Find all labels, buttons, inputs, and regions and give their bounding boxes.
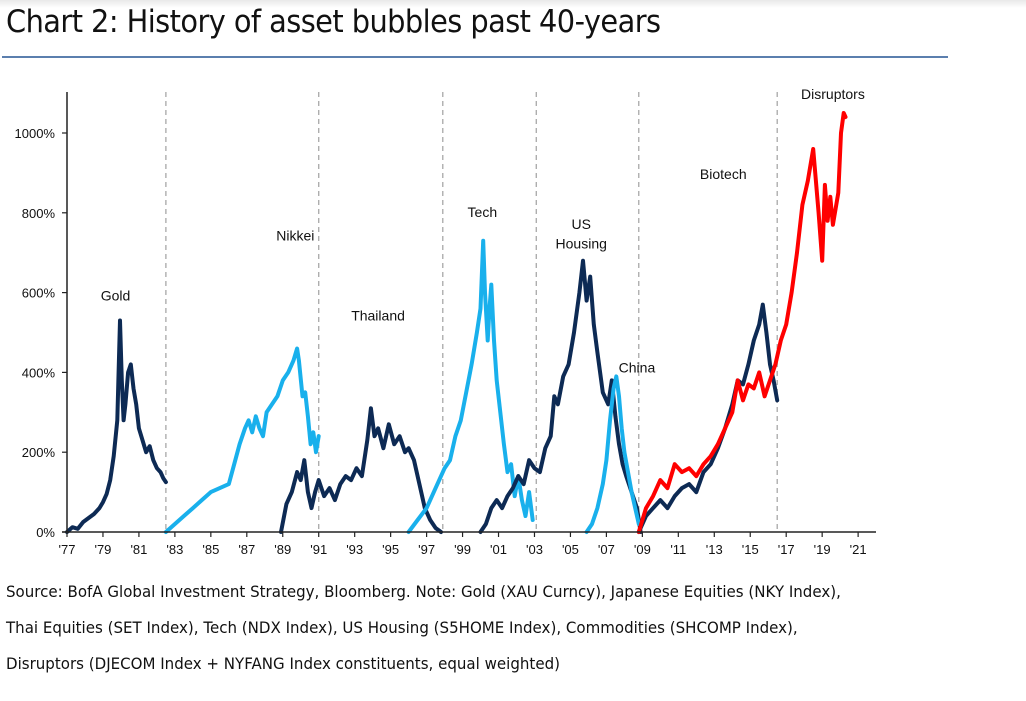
annotations: Gold Nikkei Thailand Tech US Housing China Biot… — [101, 86, 865, 375]
x-tick-label: '81 — [130, 542, 147, 557]
y-ticks: 0% 200% 400% 600% 800% 1000% — [15, 126, 67, 540]
series-china — [584, 374, 641, 534]
y-tick-label: 800% — [22, 206, 56, 221]
annotation-nikkei: Nikkei — [276, 228, 314, 244]
x-tick-label: '77 — [59, 542, 76, 557]
annotation-china: China — [619, 359, 656, 375]
x-tick-label: '17 — [778, 542, 795, 557]
x-tick-label: '21 — [850, 542, 867, 557]
x-tick-label: '19 — [814, 542, 831, 557]
series-gold — [65, 318, 168, 534]
annotation-gold: Gold — [101, 288, 131, 304]
chart: 0%200%400%600%800%1000% '77'79'81'83'85 '… — [15, 86, 876, 557]
series-us-housing — [478, 258, 643, 534]
annotation-tech: Tech — [468, 204, 498, 220]
x-tick-label: '83 — [166, 542, 183, 557]
x-tick-label: '15 — [742, 542, 759, 557]
x-tick-label: '07 — [598, 542, 615, 557]
series-thailand — [279, 406, 443, 534]
x-tick-label: '05 — [562, 542, 579, 557]
source-note-line-2: Thai Equities (SET Index), Tech (NDX Ind… — [6, 618, 798, 637]
series-lines — [65, 111, 848, 534]
source-note-line-1: Source: BofA Global Investment Strategy,… — [6, 582, 841, 601]
series-nikkei — [163, 346, 321, 534]
annotation-disruptors: Disruptors — [801, 86, 865, 102]
series-disruptors — [636, 111, 848, 534]
x-ticks: '77 '79 '81 '83 '85 '87 '89 '91 '93 '95 '97 '99 '01 '… — [59, 532, 867, 557]
x-tick-label: '95 — [382, 542, 399, 557]
annotation-housing: Housing — [556, 236, 607, 252]
axes — [62, 92, 876, 533]
series-biotech — [636, 302, 780, 534]
annotation-biotech: Biotech — [700, 166, 747, 182]
series-tech — [406, 238, 535, 534]
title-rule — [2, 56, 948, 58]
x-tick-label: '89 — [274, 542, 291, 557]
x-tick-label: '09 — [634, 542, 651, 557]
top-fade — [0, 0, 1026, 8]
x-tick-label: '11 — [670, 542, 686, 557]
x-tick-label: '87 — [238, 542, 255, 557]
y-tick-label: 1000% — [15, 126, 56, 141]
x-tick-label: '01 — [490, 542, 507, 557]
x-tick-label: '85 — [202, 542, 219, 557]
x-tick-label: '03 — [526, 542, 543, 557]
x-tick-label: '13 — [706, 542, 723, 557]
x-tick-label: '97 — [418, 542, 435, 557]
annotation-us: US — [572, 216, 591, 232]
x-tick-label: '99 — [454, 542, 471, 557]
y-tick-label: 0% — [36, 525, 55, 540]
x-tick-label: '93 — [346, 542, 363, 557]
y-tick-label: 400% — [22, 365, 56, 380]
x-tick-label: '91 — [310, 542, 327, 557]
source-note-line-3: Disruptors (DJECOM Index + NYFANG Index … — [6, 654, 560, 673]
chart-title: Chart 2: History of asset bubbles past 4… — [6, 4, 661, 40]
bubble-dividers — [165, 92, 778, 532]
x-tick-label: '79 — [94, 542, 111, 557]
annotation-thailand: Thailand — [351, 308, 405, 324]
y-tick-label: 200% — [22, 445, 56, 460]
y-tick-label: 600% — [22, 286, 56, 301]
